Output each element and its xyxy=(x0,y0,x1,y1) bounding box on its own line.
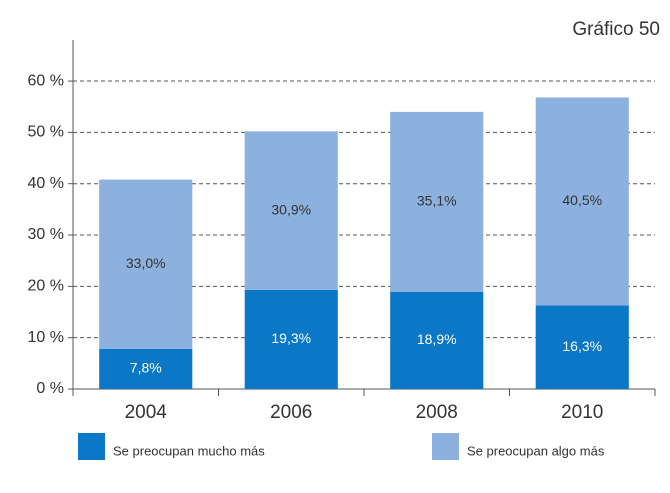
value-label: 19,3% xyxy=(271,330,311,346)
y-tick-label: 0 % xyxy=(36,380,64,397)
y-tick-label: 20 % xyxy=(28,278,64,295)
bar-segment xyxy=(535,305,629,389)
y-tick-label: 10 % xyxy=(28,329,64,346)
bar-segment xyxy=(535,97,629,306)
y-tick-label: 40 % xyxy=(28,175,64,192)
bar-segment xyxy=(99,179,193,349)
legend-label: Se preocupan algo más xyxy=(467,443,605,458)
legend-label: Se preocupan mucho más xyxy=(113,443,265,458)
bar-segment xyxy=(390,111,484,292)
x-tick-label: 2004 xyxy=(125,402,168,423)
value-label: 40,5% xyxy=(562,192,602,208)
value-label: 30,9% xyxy=(271,201,311,217)
value-label: 18,9% xyxy=(417,331,457,347)
y-tick-label: 60 % xyxy=(28,72,64,89)
chart-title: Gráfico 50 xyxy=(572,19,660,40)
y-tick-label: 30 % xyxy=(28,226,64,243)
legend-swatch xyxy=(432,433,459,460)
bar-segment xyxy=(244,289,338,389)
value-label: 16,3% xyxy=(562,338,602,354)
value-label: 35,1% xyxy=(417,193,457,209)
value-label: 33,0% xyxy=(126,255,166,271)
value-label: 7,8% xyxy=(130,360,162,376)
bar-segment xyxy=(99,348,193,389)
x-tick-label: 2006 xyxy=(270,402,312,423)
bar-segment xyxy=(244,131,338,290)
legend-swatch xyxy=(78,433,105,460)
bar-segment xyxy=(390,291,484,389)
x-tick-label: 2010 xyxy=(561,402,603,423)
y-tick-label: 50 % xyxy=(28,124,64,141)
x-tick-label: 2008 xyxy=(416,402,458,423)
